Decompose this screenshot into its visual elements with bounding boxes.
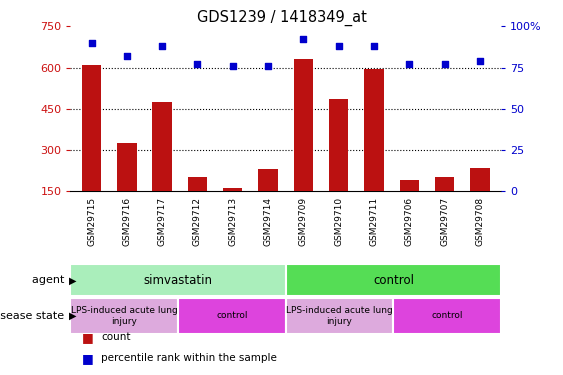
Point (87, 40, 96, 46)
Point (405, 61, 414, 67)
Bar (153, 102, 172, 191)
Text: ▶: ▶ (69, 275, 76, 285)
Text: GSM29714: GSM29714 (263, 196, 272, 246)
Text: GSM29713: GSM29713 (228, 196, 237, 246)
Bar (394, 298, 501, 334)
Text: GDS1239 / 1418349_at: GDS1239 / 1418349_at (196, 9, 367, 26)
Bar (70, 298, 178, 334)
Bar (364, 69, 384, 191)
Text: simvastatin: simvastatin (144, 274, 213, 287)
Text: ▶: ▶ (69, 311, 76, 321)
Text: ■: ■ (82, 331, 93, 344)
Text: GSM29708: GSM29708 (475, 196, 484, 246)
Text: GSM29715: GSM29715 (87, 196, 96, 246)
Point (475, 58, 484, 64)
Bar (285, 264, 501, 296)
Point (193, 61, 202, 67)
Bar (82, 65, 101, 191)
Point (158, 43, 167, 49)
Text: GSM29707: GSM29707 (440, 196, 449, 246)
Bar (285, 298, 394, 334)
Text: LPS-induced acute lung
injury: LPS-induced acute lung injury (286, 306, 393, 326)
Text: GSM29711: GSM29711 (369, 196, 378, 246)
Text: ■: ■ (82, 352, 93, 364)
Bar (329, 99, 348, 191)
Bar (223, 188, 243, 191)
Point (299, 36, 308, 42)
Text: percentile rank within the sample: percentile rank within the sample (101, 353, 277, 363)
Bar (400, 180, 419, 191)
Text: GSM29709: GSM29709 (299, 196, 308, 246)
Text: count: count (101, 333, 131, 342)
Bar (187, 177, 207, 191)
Point (122, 53, 131, 59)
Text: GSM29706: GSM29706 (405, 196, 414, 246)
Text: GSM29710: GSM29710 (334, 196, 343, 246)
Point (440, 61, 449, 67)
Point (369, 43, 378, 49)
Bar (117, 143, 137, 191)
Text: GSM29716: GSM29716 (122, 196, 131, 246)
Bar (435, 177, 454, 191)
Text: control: control (216, 311, 248, 320)
Bar (178, 298, 285, 334)
Text: agent: agent (32, 275, 68, 285)
Point (263, 63, 272, 69)
Text: GSM29712: GSM29712 (193, 196, 202, 246)
Point (228, 63, 237, 69)
Text: LPS-induced acute lung
injury: LPS-induced acute lung injury (71, 306, 177, 326)
Bar (258, 169, 278, 191)
Bar (470, 168, 490, 191)
Text: GSM29717: GSM29717 (158, 196, 167, 246)
Text: control: control (373, 274, 414, 287)
Text: control: control (431, 311, 463, 320)
Point (334, 43, 343, 49)
Bar (294, 59, 313, 191)
Bar (70, 264, 285, 296)
Text: disease state: disease state (0, 311, 68, 321)
